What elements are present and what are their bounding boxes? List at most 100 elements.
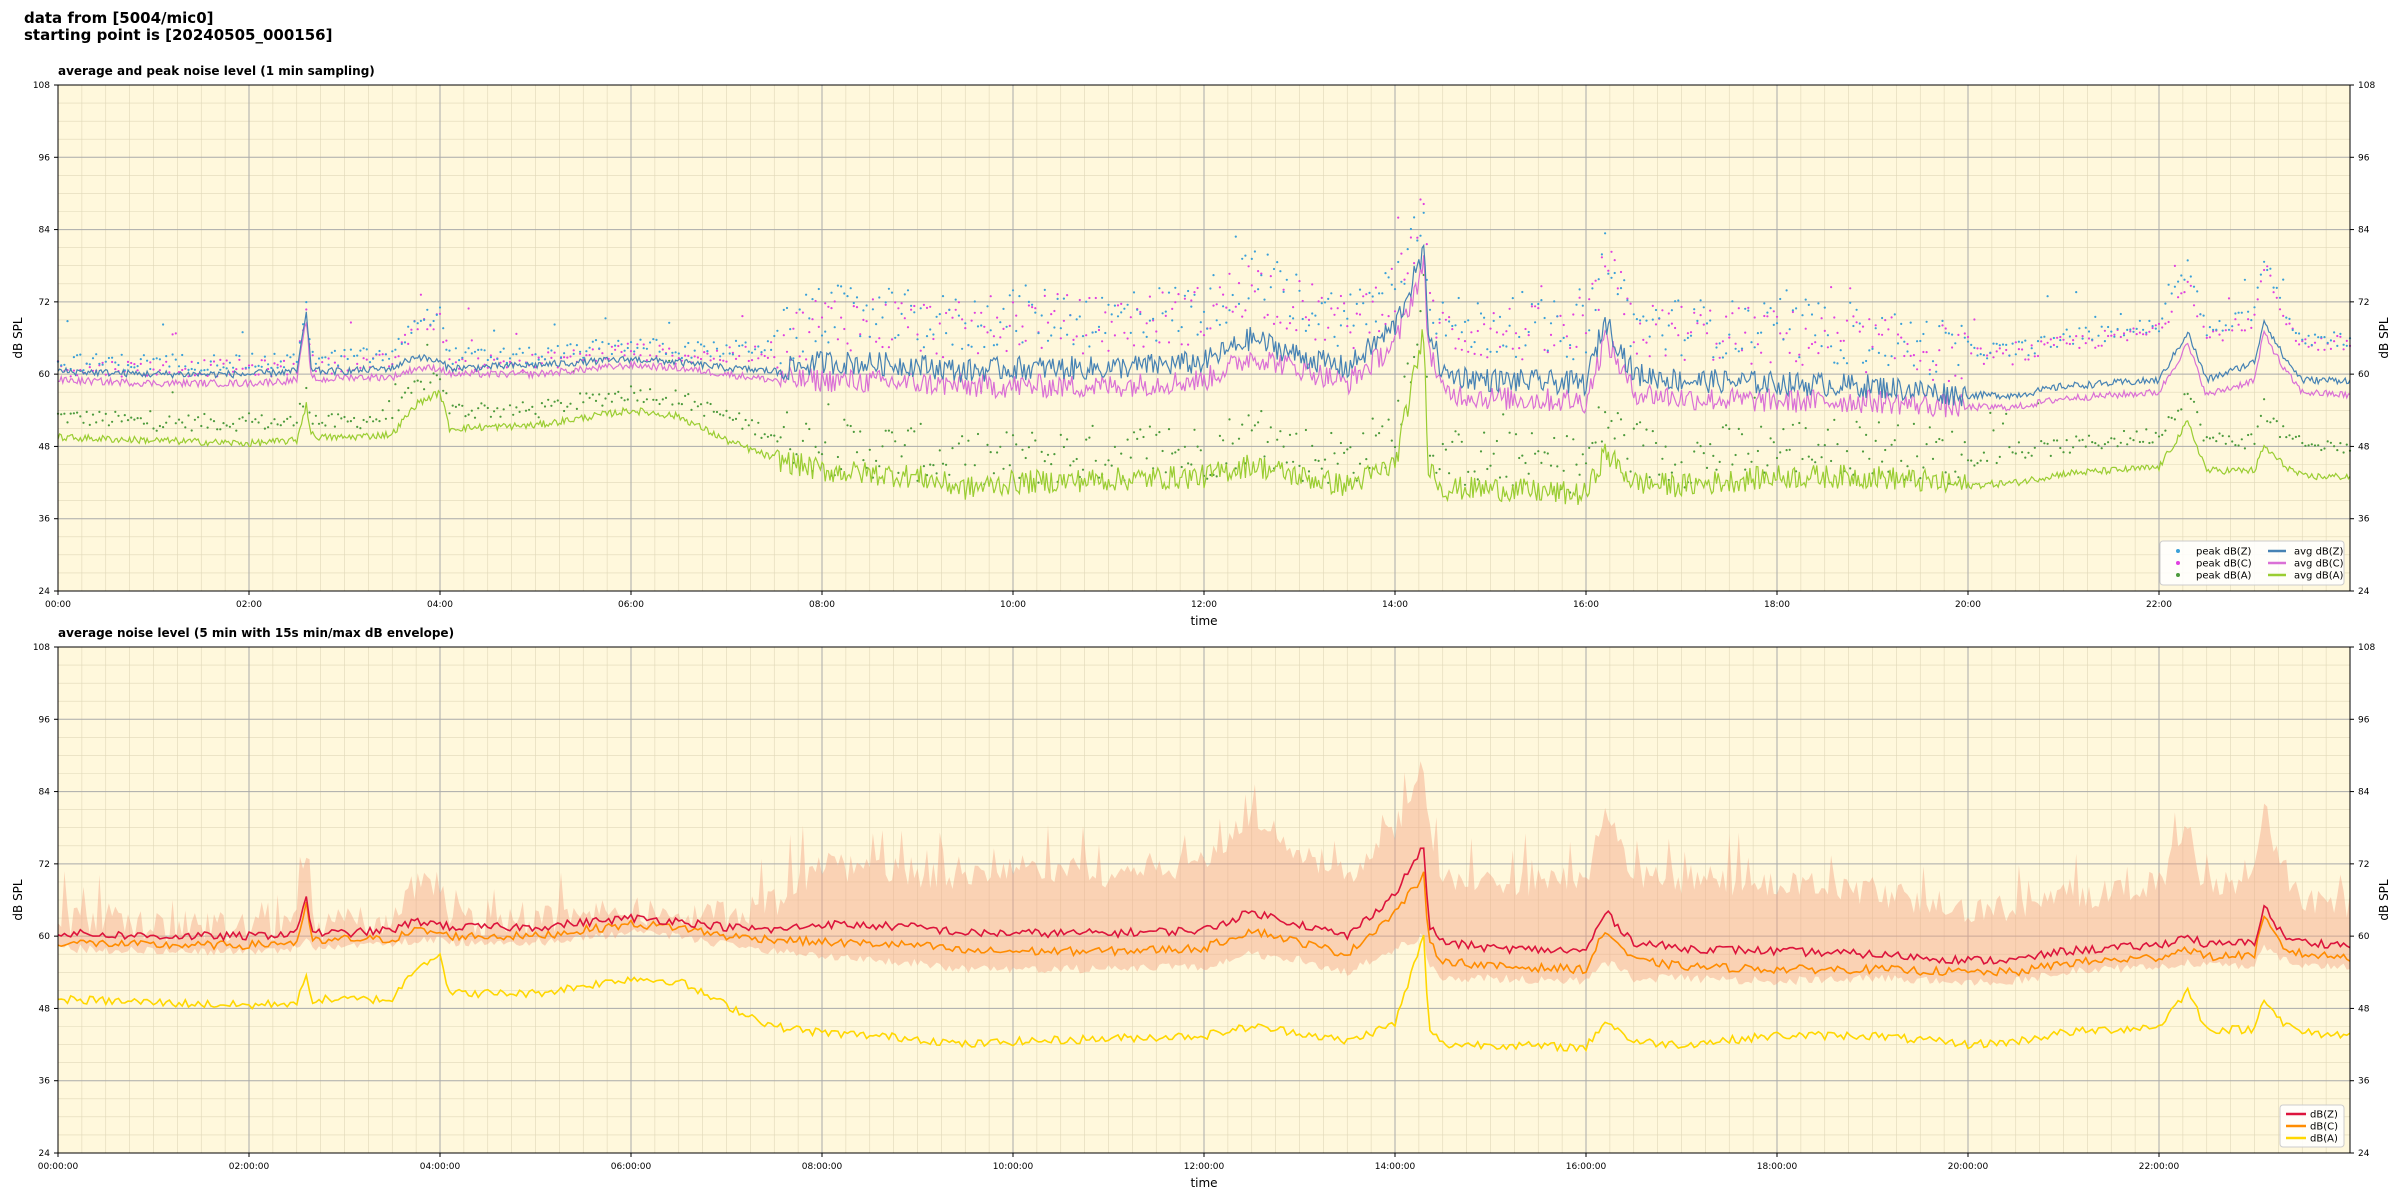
data-point [187,375,190,378]
data-point [2205,334,2208,337]
data-point [1581,314,1584,317]
data-point [1540,285,1543,288]
data-point [1581,453,1584,456]
data-point [528,346,531,349]
data-point [1311,444,1314,447]
data-point [1129,331,1132,334]
data-point [537,356,540,359]
data-point [2008,354,2011,357]
data-point [1976,347,1979,350]
data-point [168,371,171,374]
data-point [486,358,489,362]
data-point [203,359,206,362]
data-point [1769,437,1772,440]
data-point [2017,340,2020,343]
data-point [222,422,225,425]
data-point [190,429,193,432]
data-point [1393,310,1397,313]
data-point [1635,352,1638,355]
data-point [483,404,486,407]
data-point [1795,307,1798,310]
data-point [964,463,967,466]
data-point [1963,336,1966,339]
legend-label: peak dB(C) [2196,559,2252,570]
data-point [817,287,820,291]
data-point [585,392,588,395]
data-point [1534,452,1537,455]
data-point [2005,343,2008,346]
data-point [2068,335,2071,338]
y-tick-label-right: 24 [2358,587,2370,597]
data-point [2040,440,2043,443]
data-point [165,355,168,358]
data-point [591,393,594,396]
data-point [1247,265,1250,268]
data-point [903,317,906,320]
data-point [1944,331,1947,334]
data-point [744,345,747,348]
data-point [690,408,693,411]
data-point [846,342,849,345]
data-point [1018,476,1021,479]
data-point [976,432,980,436]
data-point [1826,346,1829,349]
data-point [1801,457,1804,461]
data-point [241,331,244,334]
data-point [1320,467,1323,470]
data-point [1664,445,1667,448]
data-point [1419,234,1422,237]
data-point [1088,296,1091,300]
data-point [184,365,187,368]
data-point [738,344,741,347]
data-point [410,391,413,394]
data-point [785,411,789,414]
data-point [2294,331,2297,335]
data-point [633,353,636,356]
data-point [1448,316,1451,319]
data-point [2202,314,2205,317]
data-point [1307,324,1311,327]
data-point [2189,397,2192,400]
data-point [945,463,948,466]
x-tick-label: 16:00:00 [1566,1162,1607,1172]
data-point [1244,309,1247,312]
data-point [1654,441,1658,445]
data-point [582,401,585,404]
data-point [1279,430,1282,433]
data-point [111,356,114,359]
data-point [502,360,505,363]
data-point [480,348,483,351]
data-point [95,353,98,356]
data-point [540,402,544,405]
data-point [760,351,763,354]
data-point [2247,318,2250,321]
data-point [1279,321,1282,324]
data-point [859,333,862,336]
data-point [1171,319,1174,322]
data-point [763,433,766,436]
data-point [782,334,785,337]
data-point [579,352,582,355]
data-point [1807,455,1810,458]
data-point [642,400,645,404]
data-point [2142,440,2145,443]
data-point [203,412,206,416]
data-point [375,418,378,421]
data-point [795,311,798,314]
data-point [2033,355,2036,358]
data-point [2132,330,2135,333]
data-point [2237,323,2240,326]
data-point [158,358,161,361]
data-point [575,407,579,410]
y-tick-label: 96 [39,153,51,163]
data-point [104,373,107,376]
data-point [1947,332,1950,335]
data-point [948,308,951,311]
data-point [1750,460,1753,463]
data-point [1072,343,1075,346]
data-point [206,426,209,429]
data-point [1584,351,1588,354]
data-point [1228,309,1231,312]
data-point [983,345,986,349]
data-point [1734,453,1737,457]
